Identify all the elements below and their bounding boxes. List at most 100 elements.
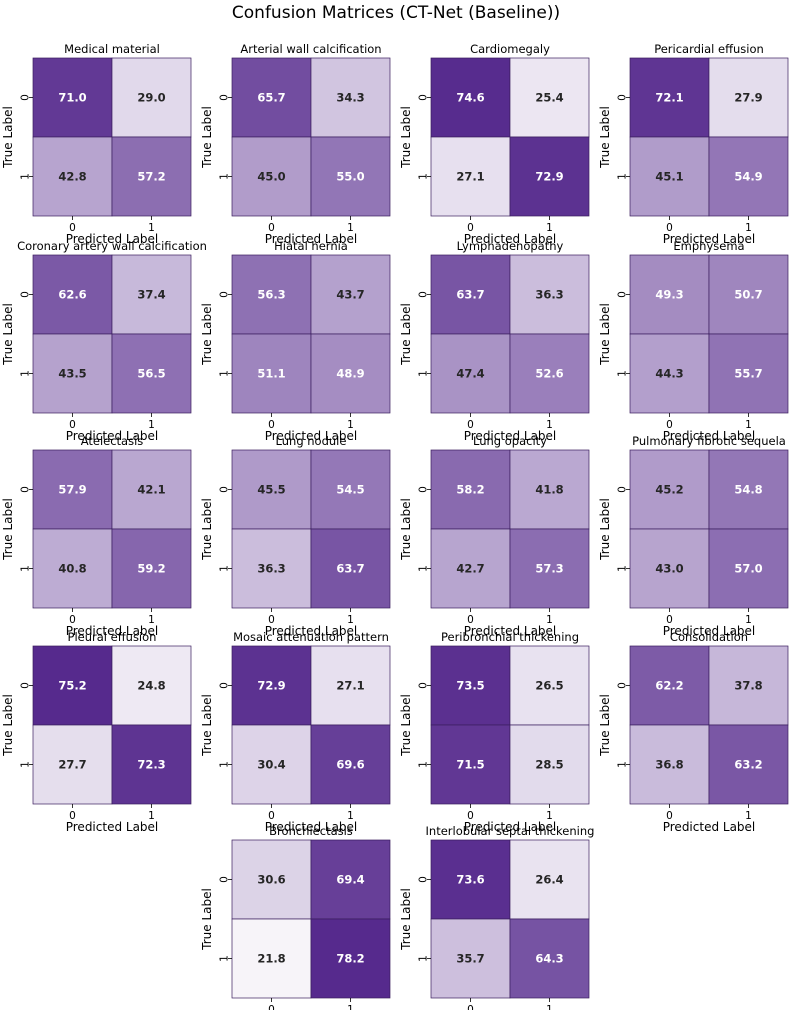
cell-value-label: 44.3 [655, 367, 683, 381]
y-tick-label: 1 [617, 173, 629, 180]
x-tick-label: 0 [268, 614, 275, 626]
confusion-matrix-panel: Pulmonary fibrotic sequela 45.2 54.8 43.0 57… [598, 434, 789, 638]
y-tick-label: 1 [20, 370, 32, 377]
y-tick-label: 0 [219, 876, 231, 883]
cell-value-label: 72.3 [137, 758, 165, 772]
y-tick-label: 0 [219, 682, 231, 689]
cell-value-label: 52.6 [535, 367, 563, 381]
cell-value-label: 51.1 [257, 367, 285, 381]
heatmap-cell [231, 645, 312, 726]
panel-title: Medical material [64, 42, 160, 56]
x-tick-label: 0 [666, 614, 673, 626]
y-axis-label: True Label [200, 888, 214, 951]
x-axis-label: Predicted Label [66, 232, 159, 246]
heatmap-cell [111, 645, 192, 726]
heatmap-cell [310, 839, 391, 920]
heatmap-cell [231, 254, 312, 335]
x-tick-label: 1 [546, 419, 553, 431]
panel-title: Pericardial effusion [654, 42, 764, 56]
x-tick-label: 1 [148, 419, 155, 431]
cell-value-label: 27.7 [58, 758, 86, 772]
y-tick-label: 0 [20, 291, 32, 298]
heatmap-cell [430, 528, 511, 609]
x-tick-label: 1 [347, 222, 354, 234]
y-tick-label: 1 [219, 370, 231, 377]
x-tick-label: 0 [666, 810, 673, 822]
cell-value-label: 24.8 [137, 679, 165, 693]
cell-value-label: 30.6 [257, 873, 285, 887]
cell-value-label: 43.5 [58, 367, 86, 381]
cell-value-label: 45.1 [655, 170, 683, 184]
panel-title: Atelectasis [81, 434, 144, 448]
y-tick-label: 0 [418, 682, 430, 689]
cell-value-label: 73.5 [456, 679, 484, 693]
heatmap-cell [111, 528, 192, 609]
cell-value-label: 57.3 [535, 562, 563, 576]
x-tick-label: 0 [268, 222, 275, 234]
heatmap-cell [310, 136, 391, 217]
x-axis-label: Predicted Label [265, 624, 358, 638]
heatmap-cell [32, 254, 113, 335]
heatmap-cell [32, 57, 113, 138]
cell-value-label: 56.3 [257, 288, 285, 302]
cell-value-label: 27.1 [456, 170, 484, 184]
cell-value-label: 29.0 [137, 91, 165, 105]
cell-value-label: 26.4 [535, 873, 563, 887]
cell-value-label: 45.0 [257, 170, 285, 184]
panel-title: Arterial wall calcification [240, 42, 381, 56]
cell-value-label: 28.5 [535, 758, 563, 772]
y-tick-label: 0 [20, 486, 32, 493]
y-tick-label: 0 [617, 94, 629, 101]
y-tick-label: 1 [418, 565, 430, 572]
x-axis-label: Predicted Label [663, 232, 756, 246]
y-tick-label: 1 [20, 173, 32, 180]
x-axis-label: Predicted Label [265, 232, 358, 246]
x-tick-label: 1 [148, 810, 155, 822]
heatmap-cell [32, 449, 113, 530]
cell-value-label: 58.2 [456, 483, 484, 497]
y-axis-label: True Label [200, 694, 214, 757]
y-tick-label: 0 [418, 291, 430, 298]
cell-value-label: 71.5 [456, 758, 484, 772]
cell-value-label: 72.9 [535, 170, 563, 184]
cell-value-label: 69.4 [336, 873, 364, 887]
cell-value-label: 57.2 [137, 170, 165, 184]
cell-value-label: 45.2 [655, 483, 683, 497]
cell-value-label: 45.5 [257, 483, 285, 497]
heatmap-cell [708, 57, 789, 138]
x-tick-label: 1 [347, 614, 354, 626]
heatmap-cell [430, 918, 511, 999]
x-tick-label: 0 [467, 614, 474, 626]
x-tick-label: 0 [69, 614, 76, 626]
y-axis-label: True Label [200, 498, 214, 561]
y-tick-label: 1 [617, 565, 629, 572]
y-tick-label: 1 [418, 955, 430, 962]
x-axis-label: Predicted Label [265, 820, 358, 834]
cell-value-label: 26.5 [535, 679, 563, 693]
x-tick-label: 0 [467, 810, 474, 822]
x-tick-label: 0 [467, 419, 474, 431]
heatmap-cell [111, 724, 192, 805]
x-tick-label: 1 [745, 419, 752, 431]
heatmap-cell [231, 333, 312, 414]
cell-value-label: 30.4 [257, 758, 285, 772]
x-tick-label: 1 [546, 810, 553, 822]
cell-value-label: 41.8 [535, 483, 563, 497]
confusion-matrix-panel: Mosaic attenuation pattern 72.9 27.1 30.4 69… [200, 630, 391, 834]
x-tick-label: 1 [745, 614, 752, 626]
cell-value-label: 36.3 [257, 562, 285, 576]
y-axis-label: True Label [1, 498, 15, 561]
panel-title: Lung nodule [276, 434, 347, 448]
x-tick-label: 1 [546, 222, 553, 234]
y-tick-label: 0 [219, 486, 231, 493]
x-axis-label: Predicted Label [66, 429, 159, 443]
x-axis-label: Predicted Label [464, 624, 557, 638]
panel-title: Consolidation [670, 630, 748, 644]
heatmap-cell [629, 136, 710, 217]
